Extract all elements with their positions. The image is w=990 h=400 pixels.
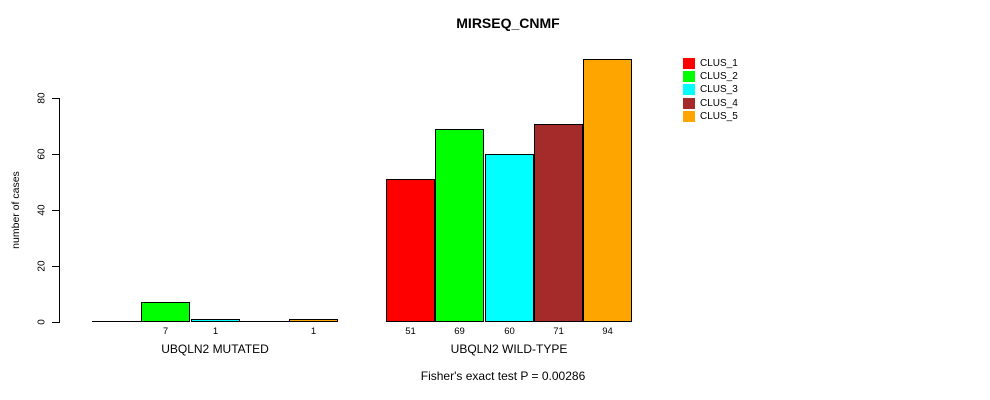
legend-label: CLUS_3 <box>700 84 738 96</box>
y-tick <box>52 266 59 267</box>
legend-item: CLUS_1 <box>683 57 738 70</box>
y-tick-label: 0 <box>36 319 48 325</box>
legend-item: CLUS_3 <box>683 83 738 96</box>
bar-value-label: 1 <box>310 326 317 337</box>
bar-value-label: 71 <box>553 326 564 337</box>
y-tick-label: 80 <box>36 92 48 104</box>
bar-CLUS_5 <box>289 319 338 322</box>
bar-CLUS_4 <box>240 321 289 322</box>
x-category-label-mutated: UBQLN2 MUTATED <box>161 342 269 356</box>
legend-item: CLUS_2 <box>683 70 738 83</box>
y-tick-label: 60 <box>36 148 48 160</box>
bar-value-label: 1 <box>212 326 219 337</box>
legend: CLUS_1 CLUS_2 CLUS_3 CLUS_4 CLUS_5 <box>683 57 738 123</box>
bar-value-label: 51 <box>405 326 416 337</box>
legend-swatch <box>683 71 695 83</box>
legend-label: CLUS_2 <box>700 71 738 83</box>
y-tick <box>52 322 59 323</box>
bar-CLUS_2 <box>141 302 190 322</box>
y-axis-label: number of cases <box>10 171 22 249</box>
bar-CLUS_1 <box>386 179 435 322</box>
legend-label: CLUS_4 <box>700 97 738 109</box>
bar-CLUS_1 <box>92 321 141 322</box>
legend-swatch <box>683 58 695 70</box>
y-tick <box>52 98 59 99</box>
bar-CLUS_5 <box>583 59 632 322</box>
bar-CLUS_2 <box>435 129 484 322</box>
y-axis-line <box>59 98 60 323</box>
y-tick <box>52 154 59 155</box>
legend-item: CLUS_4 <box>683 97 738 110</box>
legend-item: CLUS_5 <box>683 110 738 123</box>
y-tick-label: 20 <box>36 260 48 272</box>
legend-label: CLUS_5 <box>700 110 738 122</box>
bar-value-label: 7 <box>162 326 169 337</box>
legend-swatch <box>683 84 695 96</box>
chart-title: MIRSEQ_CNMF <box>456 15 560 31</box>
bar-CLUS_3 <box>191 319 240 322</box>
bar-value-label: 94 <box>602 326 613 337</box>
bar-value-label: 60 <box>504 326 515 337</box>
x-category-label-wildtype: UBQLN2 WILD-TYPE <box>450 342 568 356</box>
legend-swatch <box>683 110 695 122</box>
footer-annotation: Fisher's exact test P = 0.00286 <box>420 369 586 383</box>
bar-value-label: 69 <box>454 326 465 337</box>
y-tick <box>52 210 59 211</box>
y-tick-label: 40 <box>36 204 48 216</box>
bar-CLUS_4 <box>534 124 583 322</box>
bar-CLUS_3 <box>485 154 534 322</box>
legend-label: CLUS_1 <box>700 58 738 70</box>
legend-swatch <box>683 97 695 109</box>
